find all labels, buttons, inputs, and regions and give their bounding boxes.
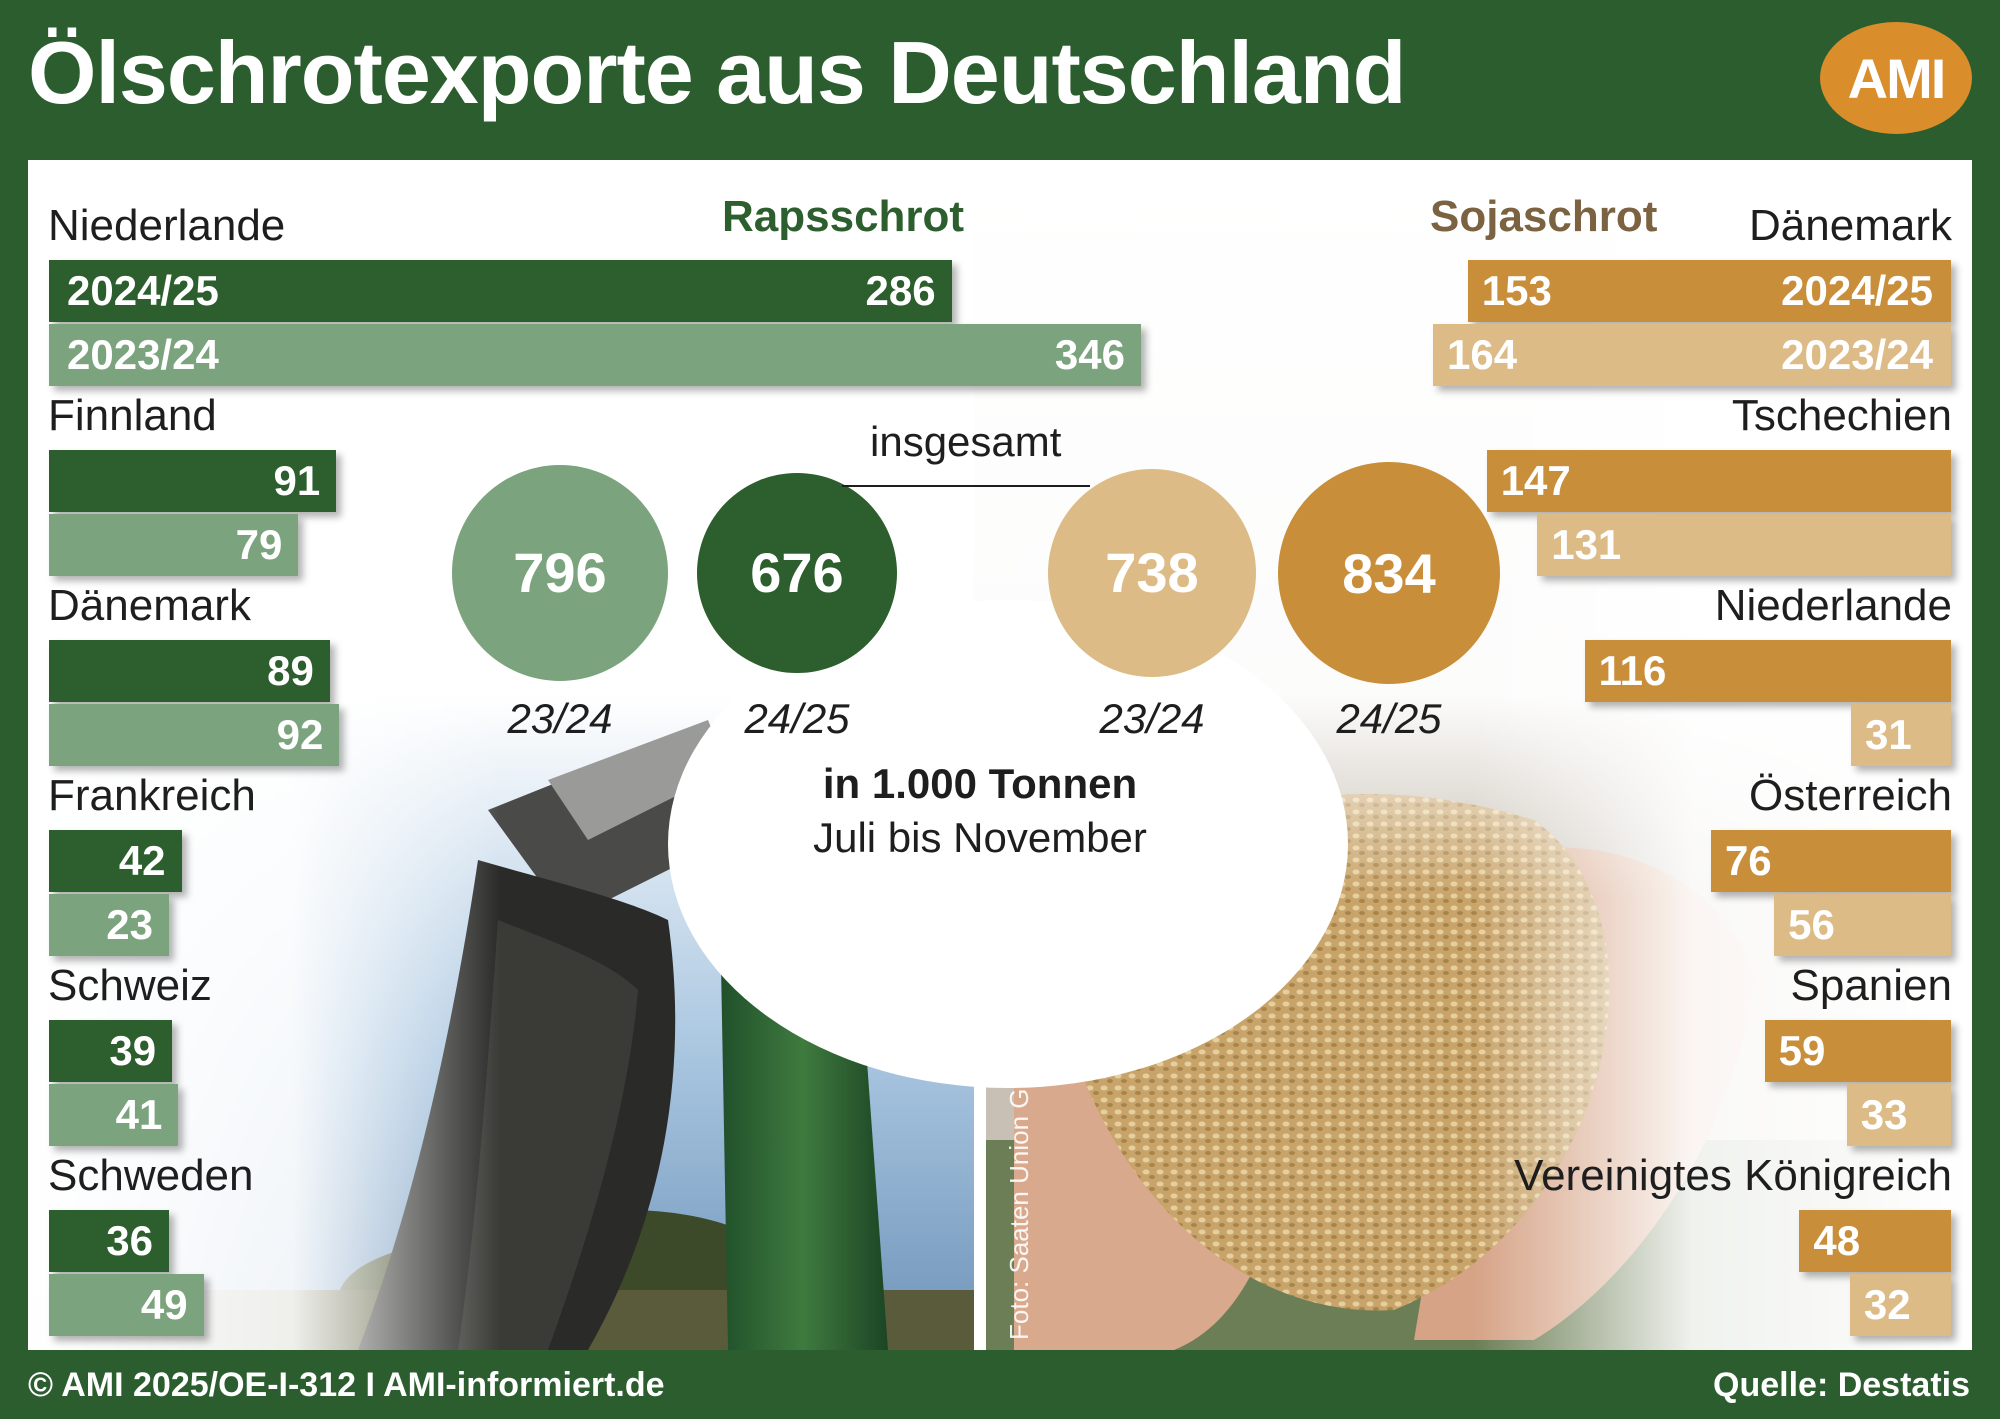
soja-value-label: 33: [1860, 1091, 1908, 1138]
raps-bar-2024-25: 36: [49, 1210, 169, 1272]
raps-country-niederlande: Niederlande: [48, 201, 286, 250]
raps-value-label: 79: [235, 521, 283, 568]
soja-value-label: 116: [1598, 647, 1667, 694]
raps-value-label: 42: [118, 837, 166, 884]
soja-bar-2023-24: 33: [1846, 1084, 1951, 1146]
soja-bar-2023-24: 56: [1774, 894, 1951, 956]
soja-bar-2024-25: 116: [1584, 640, 1951, 702]
soja-bar-2023-24: 31: [1851, 704, 1951, 766]
raps-value-label: 91: [273, 457, 321, 504]
raps-country-schweiz: Schweiz: [48, 961, 212, 1010]
raps-value-label: 346: [1054, 331, 1125, 378]
raps-value-label: 89: [267, 647, 314, 694]
soja-total-prev-circle: 738: [1047, 468, 1257, 678]
soja-total-curr-circle: 834: [1278, 462, 1500, 684]
soja-bar-2024-25: 59: [1764, 1020, 1951, 1082]
soja-value-label: 59: [1778, 1027, 1826, 1074]
soja-country-spanien: Spanien: [1790, 961, 1952, 1010]
soja-value-label: 164: [1447, 331, 1518, 378]
raps-bar-2023-24: 49: [49, 1274, 204, 1336]
soja-value-label: 76: [1724, 837, 1772, 884]
soja-bar-2024-25: 153 2024/25: [1467, 260, 1951, 322]
soja-bar-2023-24: 164 2023/24: [1433, 324, 1951, 386]
copyright-text: © AMI 2025/OE-I-312 I AMI-informiert.de: [28, 1366, 665, 1404]
raps-country-schweden: Schweden: [48, 1151, 254, 1200]
soja-total-curr-label: 24/25: [1336, 695, 1442, 742]
raps-bar-2023-24: 41: [49, 1084, 179, 1146]
raps-bar-2024-25: 286 2024/25: [49, 260, 952, 322]
raps-bar-2023-24: 23: [49, 894, 169, 956]
soja-series-title: Sojaschrot: [1430, 192, 1658, 241]
raps-country-frankreich: Frankreich: [48, 771, 256, 820]
photo-credit: Foto: Saaten Union GmbH: [1004, 1033, 1034, 1340]
raps-value-label: 92: [276, 711, 324, 758]
soja-value-label: 48: [1813, 1217, 1861, 1264]
raps-season-label: 2024/25: [67, 267, 219, 314]
soja-country--sterreich: Österreich: [1749, 771, 1952, 820]
soja-value-label: 56: [1788, 901, 1835, 948]
soja-country-niederlande: Niederlande: [1714, 581, 1952, 630]
raps-total-prev-circle: 796: [451, 464, 669, 682]
ami-logo: AMI: [1820, 22, 1972, 134]
totals-label: insgesamt: [870, 418, 1062, 465]
soja-bar-2024-25: 76: [1710, 830, 1951, 892]
soja-bar-2024-25: 147: [1486, 450, 1951, 512]
page-title: Ölschrotexporte aus Deutschland: [28, 23, 1406, 122]
raps-value-label: 36: [106, 1217, 153, 1264]
raps-bar-2023-24: 346 2023/24: [49, 324, 1141, 386]
raps-bar-2024-25: 89: [49, 640, 330, 702]
soja-country-tschechien: Tschechien: [1731, 391, 1952, 440]
raps-total-curr-label: 24/25: [744, 695, 850, 742]
raps-total-curr-circle: 676: [697, 473, 897, 673]
raps-value-label: 39: [109, 1027, 157, 1074]
soja-value-label: 31: [1865, 711, 1912, 758]
period-label: Juli bis November: [813, 814, 1147, 861]
soja-season-label: 2023/24: [1781, 331, 1933, 378]
soja-season-label: 2024/25: [1781, 267, 1933, 314]
raps-season-label: 2023/24: [67, 331, 219, 378]
soja-bar-2023-24: 131: [1537, 514, 1951, 576]
soja-total-prev-label: 23/24: [1099, 695, 1205, 742]
totals-connector: [842, 485, 1090, 487]
source-text: Quelle: Destatis: [1713, 1366, 1970, 1404]
raps-country-finnland: Finnland: [48, 391, 217, 440]
raps-value-label: 286: [865, 267, 936, 314]
soja-value-label: 153: [1481, 267, 1552, 314]
soja-value-label: 131: [1551, 521, 1622, 568]
raps-series-title: Rapsschrot: [722, 192, 965, 241]
raps-value-label: 49: [140, 1281, 188, 1328]
center-label-bg: [668, 600, 1348, 1088]
soja-value-label: 147: [1500, 457, 1571, 504]
soja-bar-2024-25: 48: [1799, 1210, 1951, 1272]
soja-value-label: 32: [1863, 1281, 1911, 1328]
raps-value-label: 23: [106, 901, 153, 948]
raps-bar-2024-25: 91: [49, 450, 337, 512]
raps-value-label: 41: [115, 1091, 163, 1138]
soja-country-d-nemark: Dänemark: [1749, 201, 1952, 250]
raps-bar-2023-24: 92: [49, 704, 340, 766]
raps-country-d-nemark: Dänemark: [48, 581, 251, 630]
raps-bar-2024-25: 39: [49, 1020, 173, 1082]
raps-total-prev-label: 23/24: [507, 695, 613, 742]
raps-bar-2023-24: 79: [49, 514, 299, 576]
soja-bar-2023-24: 32: [1849, 1274, 1951, 1336]
raps-bar-2024-25: 42: [49, 830, 182, 892]
soja-country-vereinigtes-k-nigreich: Vereinigtes Königreich: [1514, 1151, 1952, 1200]
unit-label: in 1.000 Tonnen: [822, 760, 1138, 807]
